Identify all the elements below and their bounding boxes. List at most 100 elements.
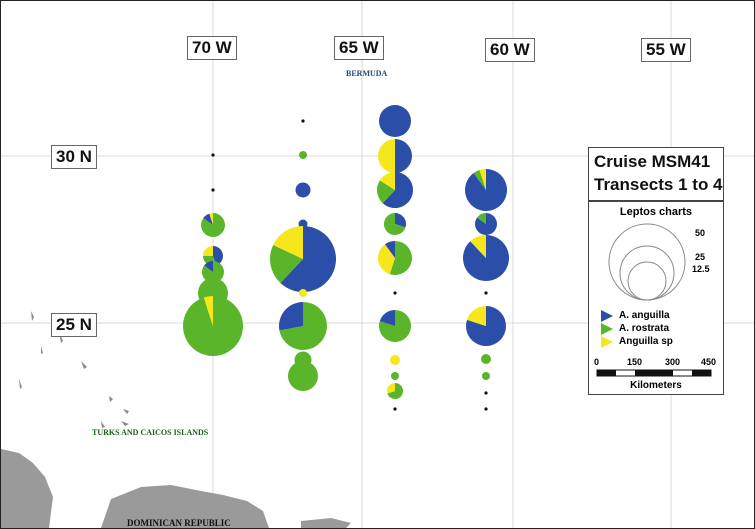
- station-pie: [484, 291, 488, 295]
- station-pie: [484, 407, 488, 411]
- station-pie: [383, 213, 406, 235]
- pie-slice: [379, 172, 395, 190]
- pie-slice: [378, 139, 395, 173]
- station-pie: [465, 169, 508, 211]
- pie-slice: [389, 241, 412, 275]
- pie-slice: [295, 182, 311, 198]
- pie-slice: [301, 119, 305, 123]
- station-pie: [299, 151, 307, 159]
- station-pie: [481, 354, 491, 364]
- triangle-right-icon-rostrata: [601, 323, 613, 335]
- pie-slice: [466, 306, 486, 326]
- legend-size-50: 50: [695, 228, 706, 238]
- pie-slice: [393, 291, 397, 295]
- pie-slice: [473, 170, 486, 190]
- station-pie: [211, 153, 215, 157]
- pie-slice: [484, 391, 488, 395]
- pie-slice: [481, 354, 491, 364]
- scale-tick-300: 300: [665, 357, 681, 367]
- pie-slice: [211, 188, 215, 192]
- station-pie: [393, 291, 397, 295]
- pie-slice: [288, 361, 318, 391]
- pie-slice: [299, 289, 307, 297]
- legend-graphics: [596, 223, 712, 377]
- landmasses: [1, 311, 351, 528]
- map-title-line2: Transects 1 to 4: [594, 175, 723, 194]
- station-pie: [463, 235, 509, 281]
- station-pie: [211, 188, 215, 192]
- pie-slice: [477, 213, 486, 224]
- pie-slice: [182, 296, 243, 357]
- map-title-box: Cruise MSM41 Transects 1 to 4: [588, 147, 724, 201]
- station-pie: [378, 241, 412, 275]
- pie-slice: [385, 241, 395, 258]
- pie-slice: [279, 302, 303, 331]
- station-pie: [391, 372, 399, 380]
- pie-slice: [379, 105, 411, 137]
- legend-entry-rostrata: A. rostrata: [619, 323, 670, 334]
- legend-entry-anguilla: A. anguilla: [619, 310, 670, 321]
- place-label-bermuda: BERMUDA: [346, 69, 388, 78]
- pie-slice: [376, 180, 395, 204]
- scale-unit-label: Kilometers: [630, 380, 682, 391]
- pie-slice: [273, 226, 303, 259]
- pie-slice: [213, 246, 223, 266]
- pie-slice: [279, 302, 327, 351]
- pie-slice: [204, 261, 213, 272]
- hispaniola-land: [101, 485, 269, 528]
- station-pie: [475, 213, 497, 236]
- longitude-label-65w: 65 W: [334, 36, 384, 60]
- pie-slice: [299, 151, 307, 159]
- station-pie: [182, 296, 243, 357]
- triangle-right-icon-anguilla: [601, 310, 613, 322]
- pie-slice: [482, 372, 490, 380]
- pie-slice: [395, 213, 406, 228]
- pie-slice: [209, 213, 213, 225]
- station-pie: [393, 407, 397, 411]
- pie-slice: [203, 246, 213, 256]
- pie-slice: [203, 296, 213, 326]
- pie-slice: [211, 153, 215, 157]
- legend-size-25: 25: [695, 252, 706, 262]
- longitude-label-55w: 55 W: [641, 38, 691, 62]
- legend-entry-sp: Anguilla sp: [619, 336, 673, 347]
- pie-slice: [465, 169, 508, 211]
- station-pie: [288, 361, 318, 391]
- pie-slice: [379, 310, 395, 326]
- legend-header: Leptos charts: [619, 206, 693, 218]
- latitude-label-30n: 30 N: [51, 145, 97, 169]
- station-pie: [279, 302, 327, 351]
- latitude-label-25n: 25 N: [51, 313, 97, 337]
- size-circles: [608, 223, 686, 301]
- pie-slice: [280, 226, 337, 292]
- scale-tick-0: 0: [594, 357, 600, 367]
- map-title-line1: Cruise MSM41: [594, 152, 711, 171]
- station-pie: [379, 105, 411, 137]
- pie-slice: [475, 213, 497, 236]
- station-pie: [301, 119, 305, 123]
- longitude-label-60w: 60 W: [485, 38, 535, 62]
- pie-slice: [387, 383, 395, 394]
- size-circle-12-5: [627, 261, 667, 301]
- pie-slice: [479, 169, 486, 190]
- station-pie: [202, 261, 224, 283]
- species-symbols: [601, 310, 613, 348]
- station-pie: [378, 139, 412, 173]
- scale-tick-450: 450: [701, 357, 717, 367]
- scale-bar: [596, 369, 712, 377]
- pie-slice: [270, 244, 303, 284]
- pie-slice: [383, 213, 406, 235]
- pie-slice: [395, 139, 412, 173]
- station-pie: [376, 172, 413, 208]
- station-pie: [482, 372, 490, 380]
- size-circle-25: [619, 245, 675, 301]
- legend-size-12-5: 12.5: [692, 264, 710, 274]
- pie-slice: [393, 407, 397, 411]
- triangle-right-icon-sp: [601, 336, 613, 348]
- station-pie: [299, 289, 307, 297]
- pie-slice: [484, 291, 488, 295]
- puerto-rico-land: [301, 518, 351, 528]
